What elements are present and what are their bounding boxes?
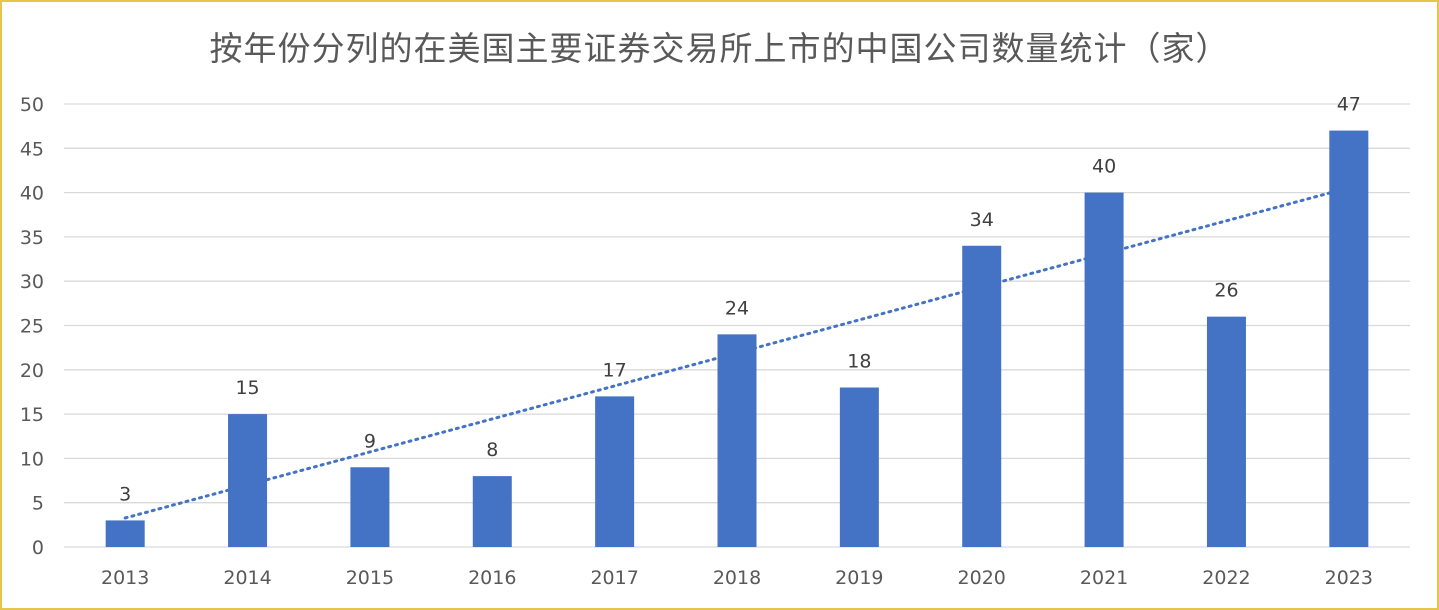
bar-2015 [350, 467, 390, 547]
data-label-2021: 40 [1092, 156, 1116, 178]
y-tick-label: 5 [32, 493, 44, 515]
x-tick-label-2020: 2020 [958, 567, 1006, 589]
y-tick-label: 45 [20, 138, 44, 160]
chart-title: 按年份分列的在美国主要证券交易所上市的中国公司数量统计（家） [209, 29, 1230, 68]
bar-2023 [1329, 130, 1369, 547]
bar-2018 [717, 334, 757, 547]
gridlines [64, 103, 1410, 548]
data-labels: 3 15 9 8 17 24 18 34 40 26 47 [119, 94, 1361, 506]
x-tick-label-2015: 2015 [346, 567, 394, 589]
x-tick-label-2013: 2013 [101, 567, 149, 589]
bar-2017 [595, 396, 635, 547]
bar-2021 [1084, 192, 1124, 547]
bars [105, 130, 1369, 547]
y-tick-label: 10 [20, 448, 44, 470]
trendline [123, 186, 1351, 520]
x-tick-label-2022: 2022 [1202, 567, 1250, 589]
data-label-2016: 8 [486, 439, 498, 461]
bar-2016 [472, 476, 512, 547]
x-tick-label-2021: 2021 [1080, 567, 1128, 589]
trendline-layer [123, 186, 1351, 520]
x-tick-label-2023: 2023 [1325, 567, 1373, 589]
x-tick-label-2018: 2018 [713, 567, 761, 589]
y-tick-label: 35 [20, 227, 44, 249]
data-label-2017: 17 [603, 359, 627, 381]
y-tick-label: 50 [20, 94, 44, 116]
data-label-2013: 3 [119, 483, 131, 505]
data-label-2019: 18 [847, 351, 871, 373]
y-tick-label: 20 [20, 360, 44, 382]
bar-2022 [1206, 316, 1246, 547]
data-label-2014: 15 [235, 377, 259, 399]
y-tick-label: 40 [20, 183, 44, 205]
x-tick-label-2016: 2016 [468, 567, 516, 589]
x-tick-label-2017: 2017 [590, 567, 638, 589]
bar-2020 [962, 245, 1002, 547]
y-tick-label: 25 [20, 316, 44, 338]
x-axis-tick-labels: 2013 2014 2015 2016 2017 2018 2019 2020 2021 2022… [101, 567, 1373, 589]
bar-2013 [105, 520, 145, 547]
data-label-2018: 24 [725, 297, 749, 319]
data-label-2022: 26 [1214, 280, 1238, 302]
y-axis-tick-labels: 0 5 10 15 20 25 30 35 40 45 50 [20, 94, 44, 559]
x-tick-label-2019: 2019 [835, 567, 883, 589]
y-tick-label: 30 [20, 271, 44, 293]
y-tick-label: 0 [32, 537, 44, 559]
data-label-2020: 34 [970, 209, 994, 231]
y-tick-label: 15 [20, 404, 44, 426]
data-label-2023: 47 [1337, 94, 1361, 116]
data-label-2015: 9 [364, 430, 376, 452]
x-tick-label-2014: 2014 [223, 567, 271, 589]
bar-2019 [839, 387, 879, 547]
